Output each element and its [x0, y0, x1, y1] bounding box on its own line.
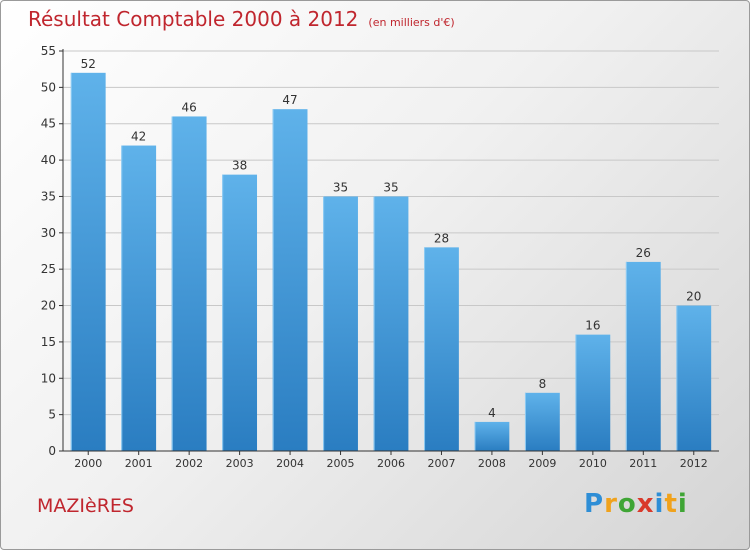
- value-label: 35: [383, 180, 398, 194]
- bar: [676, 305, 712, 451]
- logo-letter: o: [617, 489, 637, 519]
- value-labels: 52 42 46 38 47 35 35 28 4 8 16 26 20: [81, 57, 702, 420]
- bar: [171, 116, 207, 452]
- x-tick-label: 2008: [478, 457, 506, 470]
- x-tick-label: 2004: [276, 457, 304, 470]
- y-tick-label: 20: [41, 299, 56, 313]
- bar: [272, 109, 308, 451]
- x-tick-label: 2011: [629, 457, 657, 470]
- logo-letter: i: [654, 489, 665, 519]
- value-label: 46: [182, 100, 197, 114]
- y-tick-label: 25: [41, 262, 56, 276]
- x-tick-label: 2010: [579, 457, 607, 470]
- bar: [474, 421, 510, 451]
- x-tick-label: 2002: [175, 457, 203, 470]
- bars: [70, 72, 712, 452]
- x-tick-label: 2005: [327, 457, 355, 470]
- y-tick-label: 15: [41, 335, 56, 349]
- x-tick-label: 2006: [377, 457, 405, 470]
- value-label: 52: [81, 57, 96, 71]
- bar: [373, 196, 409, 451]
- y-tick-label: 35: [41, 189, 56, 203]
- logo-letter: i: [677, 489, 688, 519]
- value-label: 35: [333, 180, 348, 194]
- logo-letter: P: [584, 489, 605, 519]
- proxiti-logo: Proxiti: [584, 489, 688, 519]
- y-tick-label: 30: [41, 226, 56, 240]
- axes: 0 5 10 15 20 25 30 35 40 45 50 55 2000 2001 2002 2003 20…: [41, 44, 719, 470]
- x-tick-label: 2009: [528, 457, 556, 470]
- y-tick-label: 0: [48, 444, 56, 458]
- x-tick-label: 2003: [226, 457, 254, 470]
- chart-title-unit: (en milliers d'€): [368, 16, 455, 29]
- value-label: 26: [636, 246, 651, 260]
- value-label: 42: [131, 130, 146, 144]
- value-label: 16: [585, 319, 600, 333]
- commune-name: MAZIèRES: [37, 495, 134, 517]
- value-label: 20: [686, 290, 701, 304]
- bar: [121, 145, 157, 451]
- bar: [70, 72, 106, 452]
- bar: [323, 196, 358, 451]
- bar: [424, 247, 459, 451]
- bar: [575, 334, 611, 451]
- y-tick-label: 45: [41, 117, 56, 131]
- logo-letter: t: [664, 489, 678, 519]
- x-tick-label: 2007: [427, 457, 455, 470]
- x-tick-label: 2012: [680, 457, 708, 470]
- y-tick-label: 5: [48, 408, 56, 422]
- bar: [222, 174, 258, 452]
- y-tick-label: 55: [41, 44, 56, 58]
- y-tick-label: 40: [41, 153, 56, 167]
- value-label: 28: [434, 231, 449, 245]
- logo-letter: x: [636, 489, 655, 519]
- chart-title: Résultat Comptable 2000 à 2012 (en millie…: [28, 7, 455, 31]
- value-label: 8: [539, 377, 547, 391]
- chart-title-main: Résultat Comptable 2000 à 2012: [28, 7, 359, 31]
- bar: [524, 392, 560, 451]
- bar: [625, 261, 661, 451]
- value-label: 47: [282, 93, 297, 107]
- y-tick-label: 10: [41, 371, 56, 385]
- x-tick-label: 2001: [125, 457, 153, 470]
- value-label: 4: [488, 406, 496, 420]
- logo-letter: r: [604, 489, 618, 519]
- y-tick-label: 50: [41, 80, 56, 94]
- x-tick-label: 2000: [74, 457, 102, 470]
- value-label: 38: [232, 159, 247, 173]
